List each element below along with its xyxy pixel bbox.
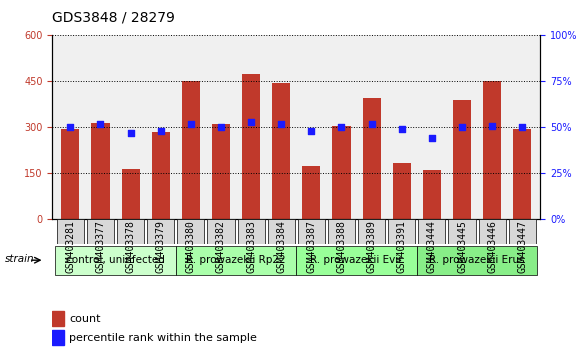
Point (518, 125, 527, 130)
Point (487, 123, 497, 129)
Point (216, 125, 225, 130)
Bar (242, 74, 260, 219)
Point (126, 130, 135, 136)
Point (367, 121, 376, 127)
Text: GSM403445: GSM403445 (457, 220, 467, 273)
Text: GSM403389: GSM403389 (367, 220, 376, 273)
Point (156, 128, 166, 134)
Point (277, 121, 286, 127)
FancyBboxPatch shape (296, 246, 417, 275)
Bar (52, 311, 64, 326)
Bar (182, 81, 200, 219)
Bar (52, 330, 64, 345)
FancyBboxPatch shape (55, 246, 176, 275)
Point (96, 121, 105, 127)
FancyBboxPatch shape (117, 219, 144, 244)
Text: GSM403382: GSM403382 (216, 220, 226, 273)
Point (457, 125, 467, 130)
Text: GDS3848 / 28279: GDS3848 / 28279 (52, 11, 175, 25)
Bar (332, 126, 350, 219)
Text: GSM403380: GSM403380 (186, 220, 196, 273)
Bar (483, 81, 501, 219)
Text: GSM403377: GSM403377 (95, 220, 106, 273)
Text: GSM403387: GSM403387 (306, 220, 317, 273)
Text: GSM403281: GSM403281 (66, 220, 76, 273)
FancyBboxPatch shape (417, 246, 537, 275)
Bar (272, 83, 290, 219)
Text: GSM403391: GSM403391 (397, 220, 407, 273)
Point (66, 125, 75, 130)
Bar (91, 123, 110, 219)
Text: GSM403378: GSM403378 (125, 220, 135, 273)
Point (187, 121, 196, 127)
Bar (121, 170, 139, 219)
Text: GSM403446: GSM403446 (487, 220, 497, 273)
Point (397, 126, 406, 132)
FancyBboxPatch shape (509, 219, 536, 244)
Bar (152, 132, 170, 219)
FancyBboxPatch shape (207, 219, 235, 244)
Bar (302, 166, 320, 219)
Point (427, 136, 436, 141)
FancyBboxPatch shape (358, 219, 385, 244)
Text: R. prowazekii Erus: R. prowazekii Erus (429, 255, 525, 265)
Text: count: count (69, 314, 101, 324)
Bar (423, 170, 441, 219)
Text: GSM403444: GSM403444 (427, 220, 437, 273)
FancyBboxPatch shape (418, 219, 446, 244)
FancyBboxPatch shape (268, 219, 295, 244)
FancyBboxPatch shape (176, 246, 296, 275)
Text: GSM403447: GSM403447 (517, 220, 527, 273)
Bar (453, 100, 471, 219)
FancyBboxPatch shape (298, 219, 325, 244)
Text: GSM403388: GSM403388 (336, 220, 346, 273)
FancyBboxPatch shape (449, 219, 476, 244)
Text: strain: strain (5, 253, 35, 264)
Point (337, 125, 346, 130)
FancyBboxPatch shape (328, 219, 355, 244)
FancyBboxPatch shape (57, 219, 84, 244)
Text: percentile rank within the sample: percentile rank within the sample (69, 333, 257, 343)
FancyBboxPatch shape (388, 219, 415, 244)
Text: GSM403384: GSM403384 (276, 220, 286, 273)
FancyBboxPatch shape (238, 219, 265, 244)
Bar (212, 124, 230, 219)
Point (246, 119, 256, 125)
FancyBboxPatch shape (87, 219, 114, 244)
FancyBboxPatch shape (177, 219, 205, 244)
Text: GSM403383: GSM403383 (246, 220, 256, 273)
Bar (363, 98, 381, 219)
Text: R. prowazekii Rp22: R. prowazekii Rp22 (187, 255, 286, 265)
Bar (62, 129, 80, 219)
Bar (393, 163, 411, 219)
Text: control, uninfected: control, uninfected (66, 255, 165, 265)
FancyBboxPatch shape (479, 219, 505, 244)
FancyBboxPatch shape (147, 219, 174, 244)
Text: GSM403379: GSM403379 (156, 220, 166, 273)
Bar (513, 129, 531, 219)
Point (307, 128, 316, 134)
Text: R. prowazekii Evir: R. prowazekii Evir (310, 255, 403, 265)
